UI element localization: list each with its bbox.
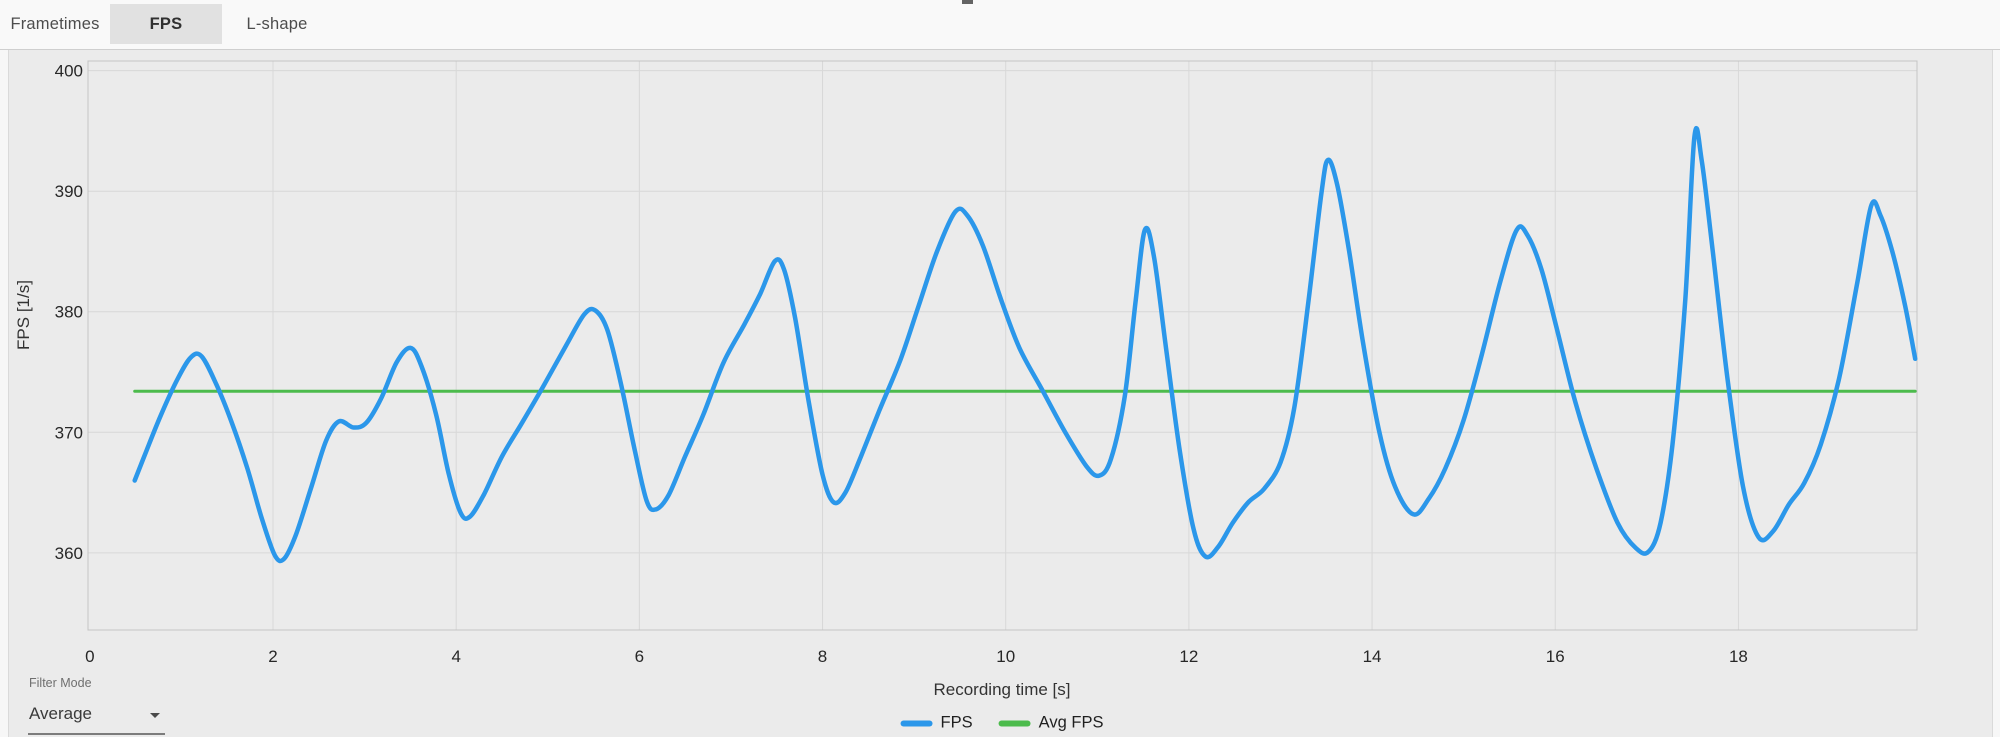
y-tick-label: 380 bbox=[55, 303, 83, 322]
chart-panel bbox=[8, 50, 1993, 737]
y-tick-label: 360 bbox=[55, 544, 83, 563]
x-tick-label: 18 bbox=[1729, 647, 1748, 666]
x-tick-label: 12 bbox=[1179, 647, 1198, 666]
plot-border bbox=[87, 60, 1918, 631]
y-tick-label: 400 bbox=[55, 62, 83, 81]
x-tick-label: 10 bbox=[996, 647, 1015, 666]
clipped-chart-title-fragment bbox=[962, 0, 973, 4]
x-tick-label: 0 bbox=[85, 647, 94, 666]
x-axis-title: Recording time [s] bbox=[933, 680, 1071, 699]
chart-legend: FPS Avg FPS bbox=[900, 713, 1104, 733]
filter-mode-underline bbox=[28, 733, 165, 735]
tab-bar: Frametimes FPS L-shape bbox=[0, 0, 2000, 50]
legend-item-fps: FPS bbox=[900, 713, 973, 733]
plot-area[interactable] bbox=[88, 61, 1917, 630]
y-axis-title: FPS [1/s] bbox=[14, 280, 33, 350]
fps-series-swatch-icon bbox=[900, 720, 933, 726]
y-tick-label: 370 bbox=[55, 423, 83, 442]
x-tick-label: 14 bbox=[1363, 647, 1382, 666]
filter-mode-value: Average bbox=[29, 704, 93, 723]
y-tick-label: 390 bbox=[55, 182, 83, 201]
chevron-down-icon bbox=[150, 713, 160, 718]
fps-series-line bbox=[132, 126, 1918, 564]
legend-item-avg-fps: Avg FPS bbox=[998, 713, 1104, 733]
tab-lshape[interactable]: L-shape bbox=[246, 14, 308, 33]
x-tick-label: 8 bbox=[818, 647, 827, 666]
x-tick-label: 4 bbox=[451, 647, 460, 666]
x-tick-label: 6 bbox=[635, 647, 644, 666]
legend-label-avg-fps: Avg FPS bbox=[1038, 713, 1104, 732]
tab-fps[interactable]: FPS bbox=[110, 4, 222, 44]
tab-frametimes[interactable]: Frametimes bbox=[10, 14, 100, 33]
filter-mode-select[interactable]: Average bbox=[28, 700, 165, 735]
avg-fps-series-swatch-icon bbox=[998, 720, 1031, 726]
x-tick-label: 2 bbox=[268, 647, 277, 666]
legend-label-fps: FPS bbox=[940, 713, 973, 732]
x-tick-label: 16 bbox=[1546, 647, 1565, 666]
filter-mode-label: Filter Mode bbox=[29, 676, 92, 690]
